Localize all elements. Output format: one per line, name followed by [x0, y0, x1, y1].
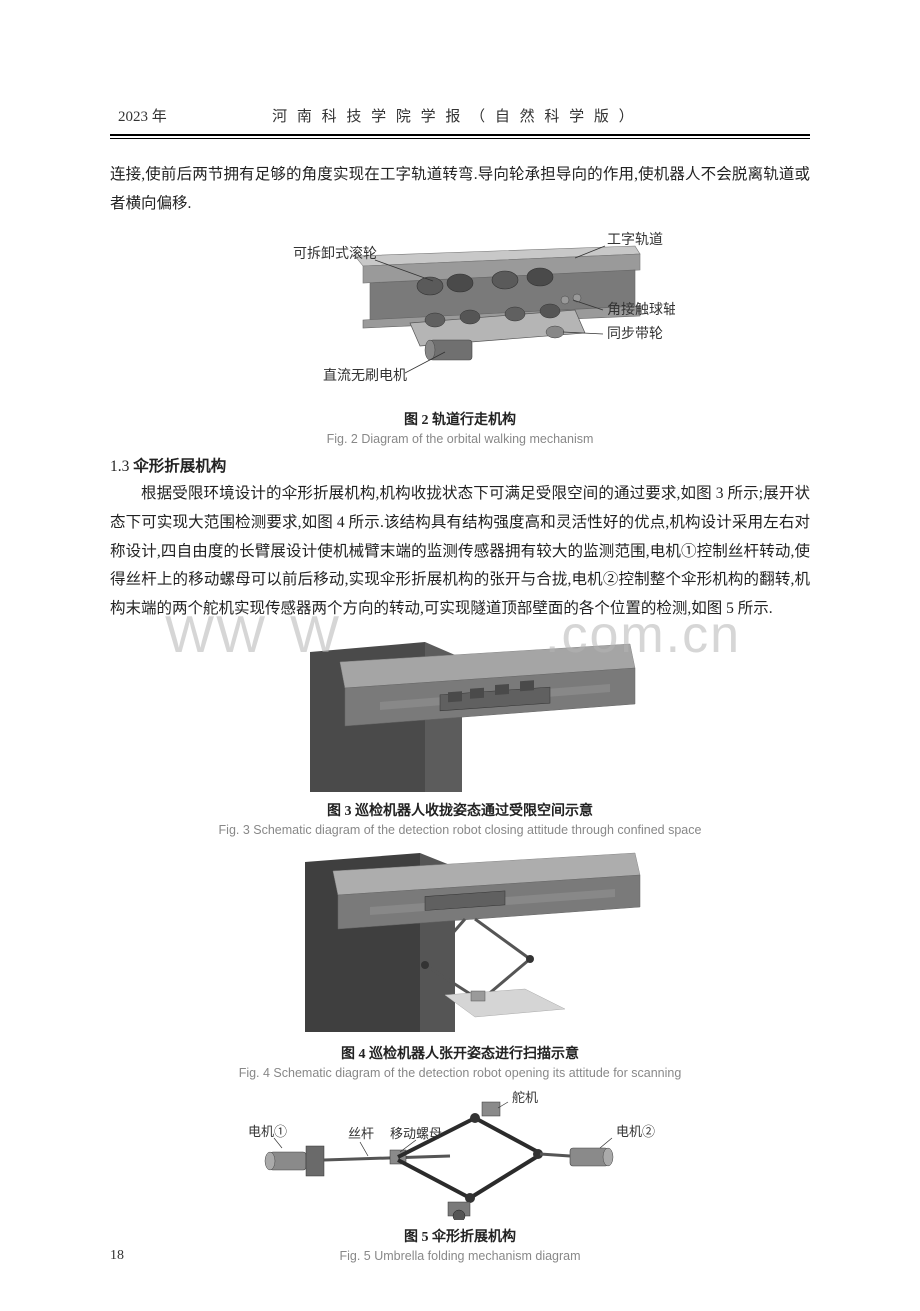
section-1-3-paragraph: 根据受限环境设计的伞形折展机构,机构收拢状态下可满足受限空间的通过要求,如图 3…	[110, 480, 810, 623]
figure-2-svg: 可拆卸式滚轮 工字轨道 角接触球轴承 同步带轮 直流无刷电机	[245, 228, 675, 403]
figure-3: 图 3 巡检机器人收拢姿态通过受限空间示意 Fig. 3 Schematic d…	[110, 634, 810, 837]
figure-3-caption-en: Fig. 3 Schematic diagram of the detectio…	[110, 823, 810, 837]
figure-3-caption-cn: 图 3 巡检机器人收拢姿态通过受限空间示意	[110, 800, 810, 820]
header-rule-thick	[110, 134, 810, 136]
fig5-label-motor2: 电机②	[616, 1124, 655, 1139]
fig5-label-nut: 移动螺母	[390, 1126, 442, 1141]
figure-5-svg: 电机① 丝杆 移动螺母 舵机 电机②	[240, 1090, 680, 1220]
header-year: 2023 年	[118, 105, 167, 126]
section-1-3-heading: 1.3 伞形折展机构	[110, 454, 810, 476]
section-1-3-number: 1.3	[110, 458, 129, 475]
header-journal-title: 河 南 科 技 学 院 学 报 （ 自 然 科 学 版 ）	[272, 105, 637, 126]
figure-5-caption-cn: 图 5 伞形折展机构	[110, 1226, 810, 1246]
intro-paragraph: 连接,使前后两节拥有足够的角度实现在工字轨道转弯.导向轮承担导向的作用,使机器人…	[110, 161, 810, 218]
fig5-label-motor1: 电机①	[248, 1124, 287, 1139]
fig2-label-pulley: 同步带轮	[607, 326, 663, 342]
page-number: 18	[110, 1248, 124, 1264]
figure-2-caption-en: Fig. 2 Diagram of the orbital walking me…	[110, 432, 810, 446]
page-header: 2023 年 河 南 科 技 学 院 学 报 （ 自 然 科 学 版 ）	[110, 105, 810, 126]
figure-3-svg	[280, 634, 640, 794]
figure-4-svg	[275, 847, 645, 1037]
fig2-label-motor: 直流无刷电机	[323, 367, 407, 384]
section-1-3-title: 伞形折展机构	[133, 458, 226, 475]
figure-5: 电机① 丝杆 移动螺母 舵机 电机② 图 5 伞形折展机构 Fig. 5 Umb…	[110, 1090, 810, 1263]
figure-4-caption-en: Fig. 4 Schematic diagram of the detectio…	[110, 1066, 810, 1080]
fig5-label-servo: 舵机	[512, 1090, 538, 1105]
header-rule-thin	[110, 138, 810, 139]
figure-5-caption-en: Fig. 5 Umbrella folding mechanism diagra…	[110, 1249, 810, 1263]
figure-4: 图 4 巡检机器人张开姿态进行扫描示意 Fig. 4 Schematic dia…	[110, 847, 810, 1080]
fig2-label-bearing: 角接触球轴承	[607, 301, 675, 318]
fig5-label-screw: 丝杆	[348, 1126, 374, 1141]
figure-4-caption-cn: 图 4 巡检机器人张开姿态进行扫描示意	[110, 1043, 810, 1063]
fig2-label-roller: 可拆卸式滚轮	[293, 245, 377, 262]
fig2-label-track: 工字轨道	[607, 232, 663, 248]
figure-2-caption-cn: 图 2 轨道行走机构	[110, 409, 810, 429]
figure-2: 可拆卸式滚轮 工字轨道 角接触球轴承 同步带轮 直流无刷电机 图 2 轨道行走机…	[110, 228, 810, 446]
